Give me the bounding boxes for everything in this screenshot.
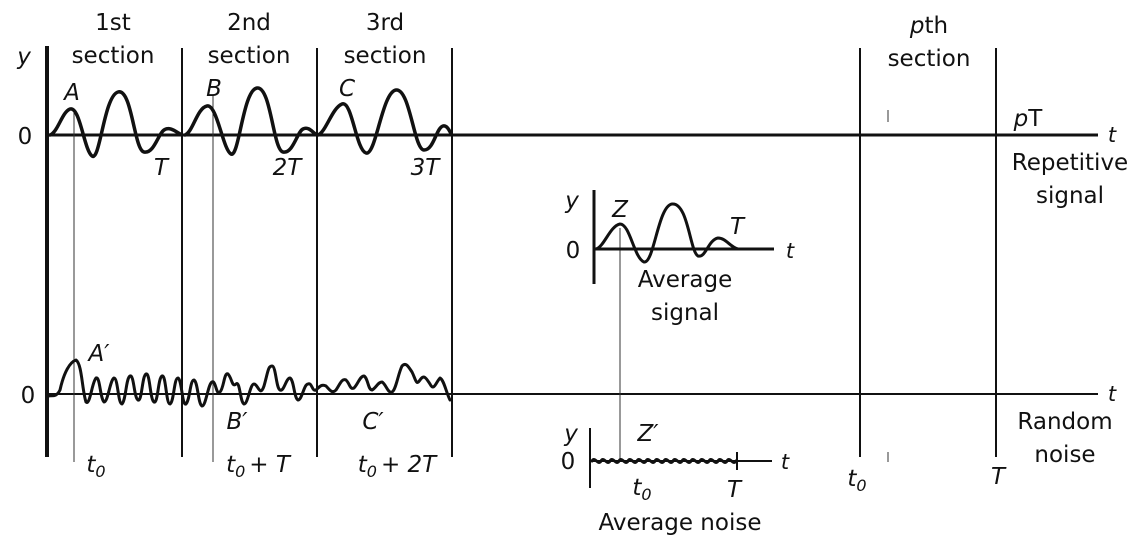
point-C: C — [339, 76, 355, 102]
repetitive-signal — [50, 88, 452, 156]
avg-signal-T-label: T — [730, 214, 746, 240]
signal-wave-2 — [185, 88, 317, 154]
avg-noise-zero-label: 0 — [561, 449, 576, 475]
pT-label: pT — [1013, 106, 1044, 132]
pth-t0-label: t0 — [847, 466, 866, 495]
noise-t-label: t — [1108, 382, 1117, 406]
period-2T: 2T — [273, 155, 304, 181]
signal-zero-label: 0 — [18, 124, 33, 150]
section-3-ordinal: 3rd — [366, 10, 404, 36]
section-headers: 1st section 2nd section 3rd section pth … — [72, 10, 971, 72]
average-noise-inset: y 0 t Z′ t0 T Average noise — [561, 421, 790, 536]
section-1-word: section — [72, 43, 155, 69]
point-B-prime: B′ — [226, 409, 248, 435]
repetitive-signal-caption-1: Repetitive — [1012, 150, 1128, 176]
point-Z: Z — [611, 197, 629, 223]
period-3T: 3T — [411, 155, 442, 181]
section-2-ordinal: 2nd — [227, 10, 271, 36]
repetitive-signal-caption-2: signal — [1036, 183, 1104, 209]
avg-noise-wave — [592, 460, 736, 463]
period-T: T — [154, 155, 170, 181]
point-B: B — [206, 76, 222, 102]
avg-noise-y-label: y — [563, 421, 578, 447]
avg-signal-zero-label: 0 — [566, 238, 581, 264]
point-Z-prime: Z′ — [637, 421, 660, 447]
t0-plus-T-label: t0 + T — [226, 452, 292, 481]
section-p-ordinal: pth — [909, 13, 948, 39]
t0-plus-2T-label: t0 + 2T — [358, 452, 438, 481]
avg-signal-caption-2: signal — [651, 300, 719, 326]
avg-noise-T-label: T — [727, 477, 743, 503]
point-C-prime: C′ — [362, 409, 384, 435]
avg-signal-y-label: y — [564, 188, 579, 214]
section-3-word: section — [344, 43, 427, 69]
average-signal-inset: y 0 t Z T Average signal — [564, 188, 795, 326]
random-noise-caption-2: noise — [1034, 442, 1095, 468]
section-1-ordinal: 1st — [95, 10, 131, 36]
t0-label-1: t0 — [86, 452, 105, 481]
signal-t-label: t — [1108, 123, 1117, 147]
point-A-prime: A′ — [87, 341, 111, 367]
avg-noise-caption: Average noise — [599, 510, 762, 536]
time-marks: t0 t0 + T t0 + 2T t0 T — [86, 452, 1007, 495]
avg-noise-t-label: t — [781, 450, 790, 474]
section-p-word: section — [888, 46, 971, 72]
pth-T-label: T — [991, 464, 1007, 490]
avg-noise-t0-label: t0 — [632, 475, 651, 504]
avg-signal-t-label: t — [786, 239, 795, 263]
noise-zero-label: 0 — [21, 383, 36, 409]
random-noise-caption-1: Random — [1017, 409, 1112, 435]
y-axis-label: y — [16, 44, 31, 70]
avg-signal-caption-1: Average — [638, 267, 732, 293]
section-2-word: section — [208, 43, 291, 69]
point-A: A — [62, 80, 80, 106]
